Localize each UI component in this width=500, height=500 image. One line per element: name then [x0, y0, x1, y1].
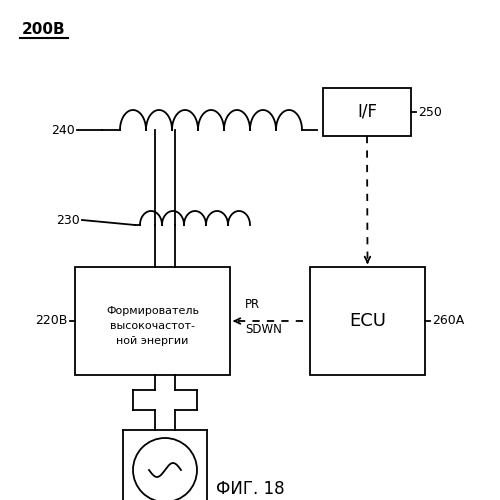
Text: 230: 230	[56, 214, 80, 226]
Text: Формирователь: Формирователь	[106, 306, 199, 316]
Text: SDWN: SDWN	[245, 323, 282, 336]
Text: высокочастот-: высокочастот-	[110, 321, 195, 331]
Bar	[75, 267, 230, 375]
Text: ECU: ECU	[349, 312, 386, 330]
Text: 260А: 260А	[432, 314, 464, 328]
Text: 220В: 220В	[36, 314, 68, 328]
Text: 240: 240	[52, 124, 75, 136]
Text: 200В: 200В	[22, 22, 66, 37]
Text: PR: PR	[245, 298, 260, 311]
Text: ФИГ. 18: ФИГ. 18	[216, 480, 284, 498]
Text: I/F: I/F	[357, 103, 377, 121]
Bar	[323, 88, 411, 136]
Bar	[310, 267, 425, 375]
Text: ной энергии: ной энергии	[116, 336, 188, 346]
Text: 250: 250	[418, 106, 442, 118]
